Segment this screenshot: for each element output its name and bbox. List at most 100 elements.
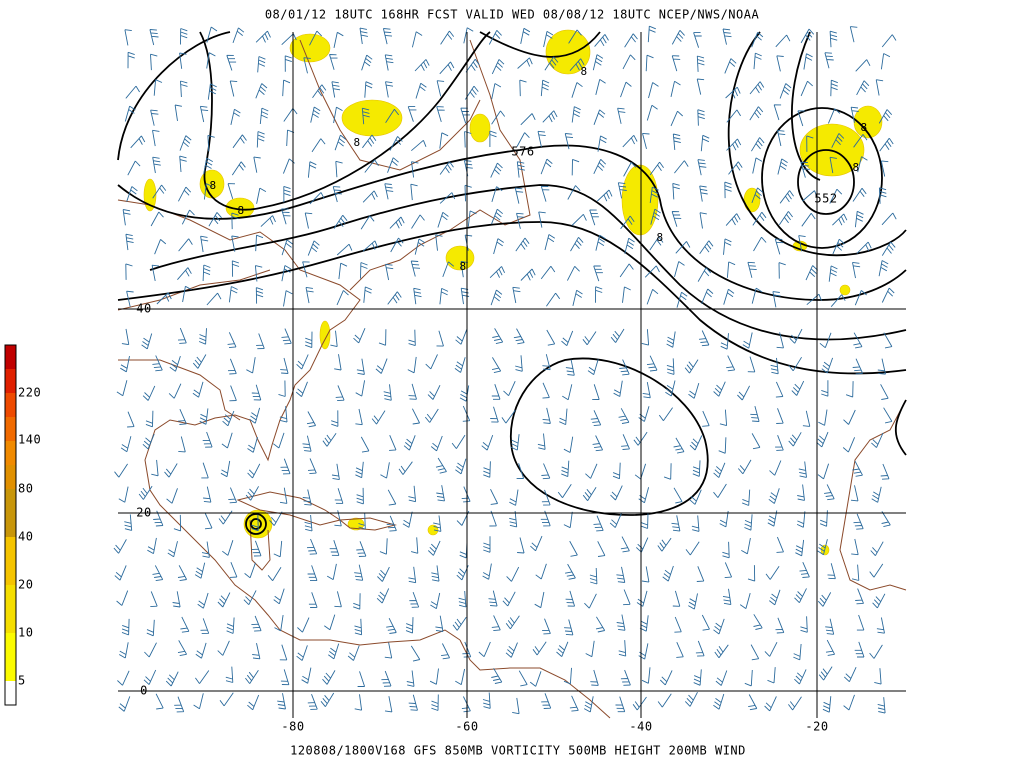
- wind-barb: [571, 106, 581, 123]
- wind-barb: [439, 287, 449, 305]
- wind-barb: [538, 211, 546, 228]
- wind-barb: [557, 484, 572, 498]
- wind-barb: [384, 183, 394, 200]
- wind-barb: [620, 669, 631, 686]
- wind-barb: [778, 262, 786, 279]
- wind-barb: [334, 591, 342, 608]
- wind-barb: [832, 213, 848, 226]
- wind-barb: [535, 563, 547, 580]
- wind-barb: [491, 83, 502, 100]
- wind-barb: [452, 616, 467, 631]
- wind-barb: [615, 696, 626, 713]
- wind-barb: [146, 619, 155, 637]
- colorbar-label: 5: [18, 674, 26, 688]
- latitude-label: 40: [136, 302, 151, 316]
- wind-barb: [361, 54, 373, 71]
- wind-barb: [696, 566, 705, 582]
- wind-barb: [467, 210, 477, 227]
- wind-barb: [491, 208, 503, 225]
- wind-barb: [229, 562, 238, 578]
- wind-barb: [227, 183, 236, 200]
- wind-barb: [362, 134, 377, 149]
- wind-barb: [697, 109, 705, 126]
- wind-barb: [649, 186, 659, 203]
- wind-barb: [764, 696, 777, 712]
- wind-barb: [767, 667, 776, 684]
- wind-barb: [356, 541, 367, 557]
- wind-barb: [255, 83, 268, 99]
- wind-barb: [881, 241, 896, 256]
- wind-barb: [544, 234, 556, 251]
- wind-barb: [408, 329, 416, 347]
- wind-barb: [515, 355, 523, 372]
- wind-barb: [825, 639, 835, 656]
- wind-barb: [723, 288, 735, 305]
- wind-barb: [251, 384, 262, 401]
- wind-barb: [540, 510, 551, 527]
- wind-barb: [141, 333, 153, 350]
- wind-barb: [802, 410, 811, 427]
- wind-barb: [777, 158, 788, 175]
- wind-barb: [251, 615, 262, 632]
- wind-barb: [657, 537, 672, 552]
- wind-barb: [166, 488, 178, 504]
- wind-barb: [881, 212, 897, 226]
- wind-barb: [491, 615, 501, 632]
- wind-barb: [377, 566, 390, 582]
- wind-barb: [231, 212, 239, 230]
- wind-barb: [208, 212, 222, 227]
- wind-barb: [855, 59, 871, 72]
- wind-barb: [491, 186, 503, 203]
- wind-barb: [876, 617, 885, 634]
- wind-barb: [722, 541, 730, 559]
- wind-barb: [869, 563, 884, 578]
- wind-barb: [398, 461, 413, 475]
- wind-barb: [410, 183, 418, 201]
- wind-barb: [482, 563, 492, 580]
- wind-barb: [638, 406, 650, 422]
- wind-barb: [207, 83, 217, 100]
- wind-barb: [125, 263, 133, 280]
- wind-barb: [462, 405, 471, 422]
- wind-barb: [328, 643, 340, 660]
- wind-barb: [435, 615, 444, 632]
- wind-barb: [178, 436, 186, 453]
- wind-barb: [439, 61, 455, 75]
- wind-barb: [544, 56, 559, 71]
- wind-barb: [331, 463, 340, 481]
- wind-barb: [513, 328, 525, 345]
- wind-barb: [877, 358, 886, 375]
- coastlines: [117, 39, 907, 719]
- wind-barb: [646, 289, 659, 305]
- wind-barb: [118, 486, 129, 503]
- wind-barb: [567, 185, 581, 200]
- wind-barb: [505, 615, 520, 630]
- wind-barb: [737, 459, 752, 475]
- wind-barb: [747, 261, 757, 278]
- wind-barb: [546, 292, 561, 307]
- wind-barb: [302, 261, 310, 278]
- wind-barb: [179, 155, 187, 173]
- wind-barb: [407, 106, 417, 122]
- wind-barb: [670, 80, 681, 97]
- wind-barb: [688, 382, 700, 399]
- wind-barb: [509, 510, 518, 528]
- wind-barb: [800, 80, 814, 97]
- wind-barb: [856, 614, 865, 631]
- wind-barb: [563, 511, 573, 529]
- wind-barb: [854, 290, 867, 306]
- wind-barb: [515, 237, 530, 252]
- wind-barb: [692, 460, 701, 477]
- height-contours: [117, 31, 907, 535]
- wind-barb: [830, 294, 846, 307]
- wind-barb: [120, 436, 132, 453]
- wind-barb: [572, 289, 583, 307]
- wind-barb: [230, 108, 241, 125]
- wind-barb: [788, 696, 802, 711]
- wind-barb: [256, 333, 265, 350]
- wind-barb: [458, 590, 467, 608]
- wind-barb: [821, 380, 829, 397]
- wind-barb: [142, 433, 155, 450]
- wind-barb: [118, 642, 129, 659]
- wind-barb: [610, 485, 623, 501]
